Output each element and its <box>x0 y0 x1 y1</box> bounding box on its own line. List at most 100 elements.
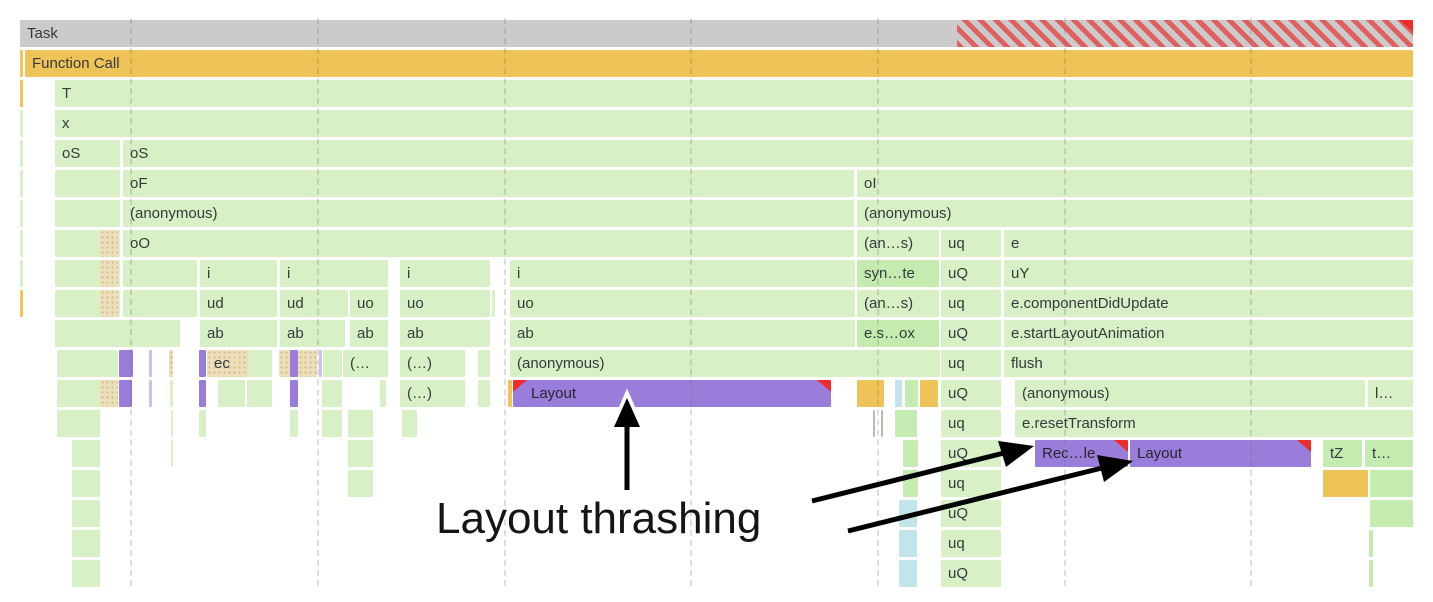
flame-bar[interactable] <box>323 350 342 377</box>
flame-bar[interactable] <box>72 500 100 527</box>
flame-bar[interactable] <box>895 410 917 437</box>
flame-bar[interactable] <box>123 290 197 317</box>
flame-bar-uq[interactable]: uQ <box>941 320 1001 347</box>
flame-bar-uq[interactable]: uq <box>941 470 1001 497</box>
flame-bar[interactable] <box>903 470 918 497</box>
flame-bar-function-call[interactable]: Function Call <box>25 50 1413 77</box>
flame-bar-anonymous[interactable]: (anonymous) <box>510 350 940 377</box>
flame-bar-i[interactable]: i <box>510 260 855 287</box>
flame-bar[interactable] <box>20 260 23 287</box>
flame-bar[interactable] <box>57 410 100 437</box>
flame-bar-uq[interactable]: uQ <box>941 500 1001 527</box>
flame-bar[interactable] <box>1323 470 1368 497</box>
flame-bar-ud[interactable]: ud <box>200 290 277 317</box>
flame-bar[interactable] <box>298 350 317 377</box>
flame-bar-ud[interactable]: ud <box>280 290 348 317</box>
flame-bar-os[interactable]: oS <box>55 140 120 167</box>
flame-bar[interactable] <box>402 410 417 437</box>
flame-bar-uo[interactable]: uo <box>350 290 388 317</box>
flame-bar-task[interactable]: Task <box>20 20 957 47</box>
flame-bar-e[interactable]: e <box>1004 230 1413 257</box>
flame-bar-ab[interactable]: ab <box>400 320 490 347</box>
flame-bar[interactable] <box>478 380 490 407</box>
flame-bar[interactable] <box>1370 500 1413 527</box>
flame-bar[interactable] <box>895 380 902 407</box>
flame-bar-uq[interactable]: uq <box>941 530 1001 557</box>
flame-bar-anonymous[interactable]: (anonymous) <box>857 200 1413 227</box>
flame-bar[interactable] <box>169 350 173 377</box>
flame-bar-uo[interactable]: uo <box>510 290 855 317</box>
flame-bar[interactable] <box>55 320 180 347</box>
flame-bar-ab[interactable]: ab <box>510 320 855 347</box>
flame-bar[interactable] <box>20 170 23 197</box>
flame-bar[interactable] <box>899 530 917 557</box>
flame-bar[interactable] <box>123 260 197 287</box>
flame-bar[interactable] <box>170 380 173 407</box>
flame-bar[interactable] <box>20 290 23 317</box>
flame-bar[interactable]: (…) <box>400 350 465 377</box>
flame-bar[interactable] <box>100 290 118 317</box>
flame-bar[interactable] <box>171 440 173 467</box>
flame-bar-t[interactable]: t… <box>1365 440 1413 467</box>
flame-bar-oi[interactable]: oI <box>857 170 1413 197</box>
flame-bar[interactable] <box>322 410 342 437</box>
flame-bar[interactable] <box>920 380 938 407</box>
flame-bar[interactable] <box>57 350 118 377</box>
flame-bar[interactable] <box>55 200 120 227</box>
flame-bar[interactable] <box>20 50 23 77</box>
flame-bar[interactable] <box>100 380 118 407</box>
flame-bar-uq[interactable]: uq <box>941 290 1001 317</box>
flame-bar[interactable] <box>290 350 298 377</box>
flame-bar[interactable] <box>881 410 883 437</box>
flame-bar[interactable] <box>20 140 23 167</box>
flame-bar-uq[interactable]: uq <box>941 410 1001 437</box>
flame-bar[interactable] <box>100 260 118 287</box>
flame-bar[interactable] <box>20 80 23 107</box>
flame-bar[interactable] <box>149 380 152 407</box>
flame-bar[interactable] <box>905 380 918 407</box>
flame-bar[interactable] <box>857 380 884 407</box>
flame-bar[interactable] <box>72 530 100 557</box>
flame-bar[interactable] <box>1370 470 1413 497</box>
flame-bar[interactable] <box>72 470 100 497</box>
flame-bar-tz[interactable]: tZ <box>1323 440 1362 467</box>
flame-bar-an-s[interactable]: (an…s) <box>857 230 939 257</box>
flame-bar-uq[interactable]: uQ <box>941 380 1001 407</box>
flame-bar-layout[interactable]: Layout <box>513 380 831 407</box>
flame-bar[interactable] <box>380 380 386 407</box>
flame-bar-uq[interactable]: uq <box>941 350 1001 377</box>
flame-bar[interactable] <box>119 350 133 377</box>
flame-bar[interactable] <box>171 410 173 437</box>
flame-bar[interactable] <box>1369 560 1373 587</box>
flame-bar[interactable] <box>72 560 100 587</box>
flame-bar[interactable] <box>899 500 917 527</box>
flame-bar[interactable] <box>319 350 322 377</box>
flame-bar[interactable] <box>199 410 206 437</box>
flame-bar-i[interactable]: i <box>200 260 277 287</box>
flame-bar[interactable] <box>322 380 342 407</box>
flame-bar-layout[interactable]: Layout <box>1130 440 1311 467</box>
flame-bar[interactable] <box>218 380 245 407</box>
flame-bar[interactable] <box>247 380 272 407</box>
flame-bar-e-startlayoutanimation[interactable]: e.startLayoutAnimation <box>1004 320 1413 347</box>
flame-bar[interactable] <box>248 350 272 377</box>
flame-bar[interactable] <box>20 230 23 257</box>
flame-bar[interactable] <box>20 110 23 137</box>
flame-bar[interactable] <box>57 380 100 407</box>
flame-bar[interactable] <box>1369 530 1373 557</box>
flame-bar-uq[interactable]: uQ <box>941 440 1001 467</box>
flame-bar[interactable]: (… <box>343 350 388 377</box>
flame-bar-oo[interactable]: oO <box>123 230 854 257</box>
flame-bar[interactable] <box>508 380 512 407</box>
flame-bar-uq[interactable]: uQ <box>941 560 1001 587</box>
flame-bar-os[interactable]: oS <box>123 140 1413 167</box>
flame-bar[interactable] <box>290 380 298 407</box>
flame-bar-l[interactable]: l… <box>1368 380 1413 407</box>
flame-bar[interactable] <box>492 290 495 317</box>
flame-bar[interactable] <box>348 410 373 437</box>
flame-bar[interactable] <box>20 200 23 227</box>
flame-bar-anonymous[interactable]: (anonymous) <box>1015 380 1365 407</box>
flame-bar[interactable] <box>348 470 373 497</box>
flame-bar-i[interactable]: i <box>280 260 388 287</box>
flame-bar[interactable] <box>478 350 490 377</box>
